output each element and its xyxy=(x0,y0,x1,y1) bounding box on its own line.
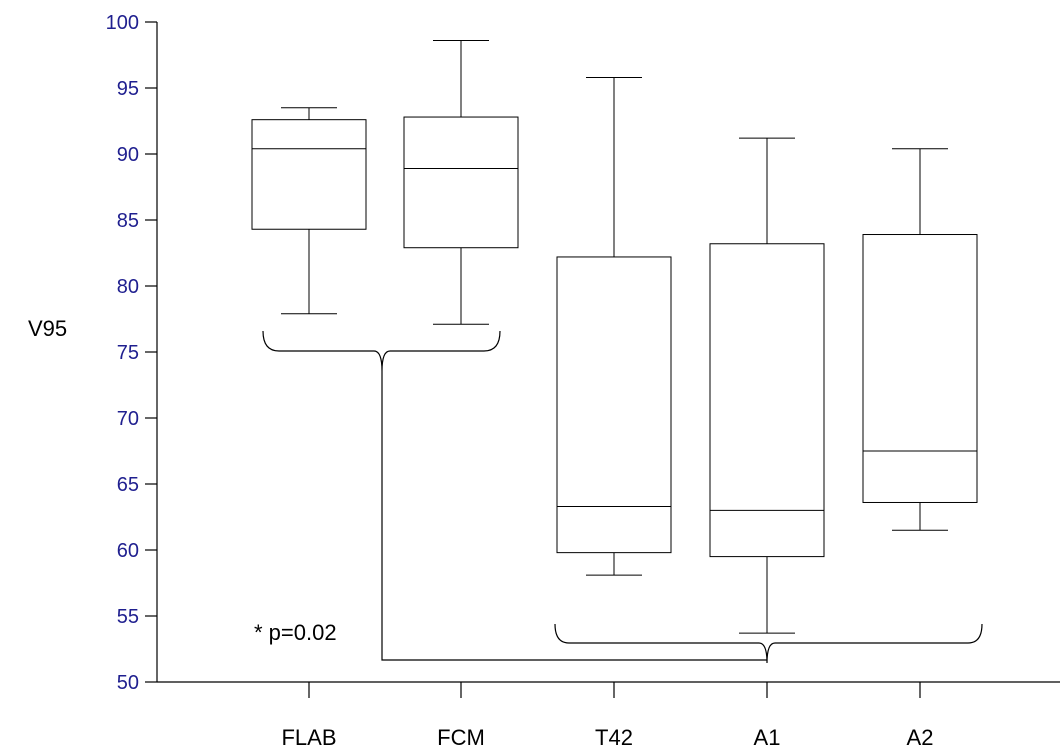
iqr-box xyxy=(251,119,367,230)
y-tick-label: 55 xyxy=(117,606,139,628)
y-tick-label: 100 xyxy=(106,12,139,34)
y-tick-label: 95 xyxy=(117,78,139,100)
box-flab xyxy=(251,107,367,315)
y-tick-label: 70 xyxy=(117,408,139,430)
p-value-label: * p=0.02 xyxy=(254,620,337,645)
y-tick-label: 75 xyxy=(117,342,139,364)
box-fcm xyxy=(403,39,519,325)
y-axis-title: V95 xyxy=(28,316,67,341)
y-tick-label: 80 xyxy=(117,276,139,298)
boxes xyxy=(251,39,978,634)
brace-right xyxy=(554,623,983,664)
box-t42 xyxy=(556,76,672,576)
x-tick-label: A1 xyxy=(754,725,781,750)
x-tick-label: FCM xyxy=(437,725,485,750)
y-tick-label: 65 xyxy=(117,474,139,496)
x-tick-label: FLAB xyxy=(281,725,336,750)
y-tick-label: 85 xyxy=(117,210,139,232)
significance-annotation: * p=0.02 xyxy=(254,330,983,664)
x-tick-label: T42 xyxy=(595,725,633,750)
y-tick-label: 50 xyxy=(117,672,139,694)
y-tick-label: 90 xyxy=(117,144,139,166)
iqr-box xyxy=(862,234,978,503)
brace-left xyxy=(262,330,501,372)
iqr-box xyxy=(556,256,672,554)
iqr-box xyxy=(403,116,519,249)
box-a2 xyxy=(862,148,978,531)
y-tick-label: 60 xyxy=(117,540,139,562)
box-a1 xyxy=(709,137,825,634)
connector-line xyxy=(381,371,767,661)
iqr-box xyxy=(709,243,825,558)
x-tick-label: A2 xyxy=(907,725,934,750)
axes: 50 55 60 65 70 75 80 85 90 95 100 FLAB FCM T42 A1 A2 xyxy=(106,12,1060,750)
